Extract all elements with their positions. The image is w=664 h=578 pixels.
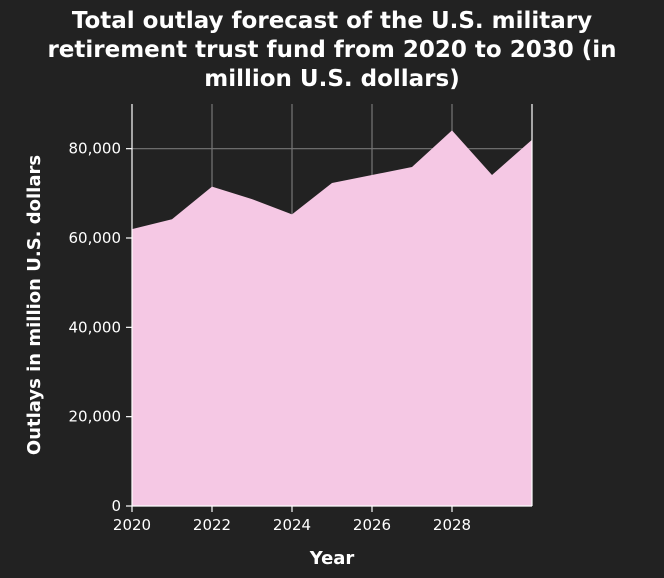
x-tick-label: 2026 [353, 516, 391, 534]
chart-title-line-1: Total outlay forecast of the U.S. milita… [72, 8, 592, 34]
y-tick-label: 20,000 [69, 408, 122, 426]
y-tick-label: 60,000 [69, 229, 122, 247]
x-tick-label: 2020 [113, 516, 151, 534]
chart-title-line-3: million U.S. dollars) [204, 66, 460, 92]
x-tick-label: 2028 [433, 516, 471, 534]
area-series [132, 130, 532, 506]
x-tick-label: 2022 [193, 516, 231, 534]
axes [126, 104, 533, 512]
chart-title-line-2: retirement trust fund from 2020 to 2030 … [47, 37, 616, 63]
y-tick-label: 0 [111, 497, 121, 515]
y-axis-label: Outlays in million U.S. dollars [24, 155, 45, 455]
tick-labels: 2020 2022 2024 2026 2028 0 20,000 40,000 60,000 8… [69, 140, 472, 534]
x-axis-label: Year [309, 548, 355, 569]
x-tick-label: 2024 [273, 516, 311, 534]
y-tick-label: 80,000 [69, 140, 122, 158]
y-tick-label: 40,000 [69, 318, 122, 336]
